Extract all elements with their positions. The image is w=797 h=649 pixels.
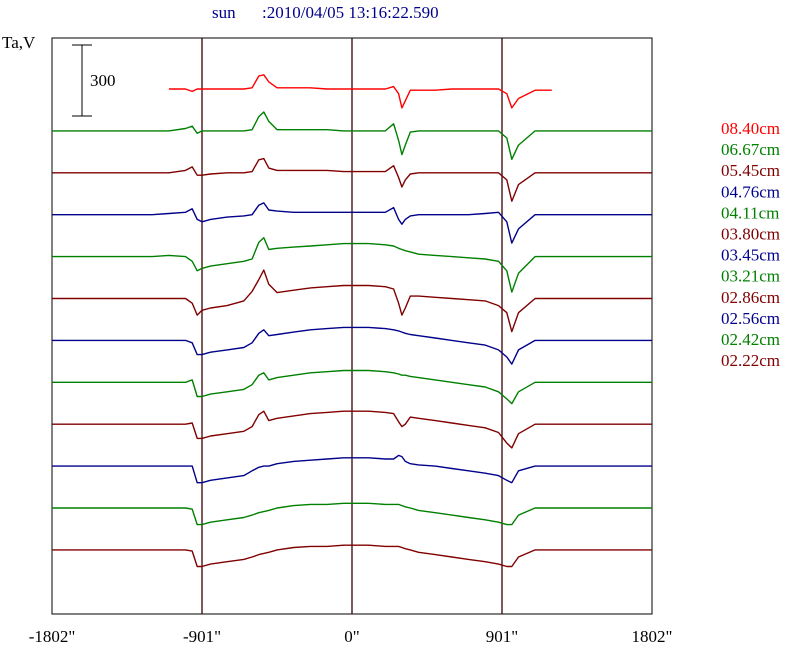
y-axis-label: Ta,V <box>2 33 36 52</box>
trace-04.76cm <box>52 202 652 244</box>
header-timestamp: :2010/04/05 13:16:22.590 <box>262 3 439 22</box>
legend: 08.40cm 06.67cm 05.45cm 04.76cm 04.11cm 03.80… <box>721 119 780 370</box>
x-tick-label: -901" <box>183 627 221 646</box>
x-tick-label: 901" <box>486 627 518 646</box>
legend-entry: 03.21cm <box>721 267 780 286</box>
legend-entry: 06.67cm <box>721 140 780 159</box>
trace-02.86cm <box>52 410 652 449</box>
scale-bar-label: 300 <box>90 71 116 90</box>
trace-06.67cm <box>52 111 652 160</box>
trace-03.21cm <box>52 369 652 405</box>
trace-04.11cm <box>52 237 652 293</box>
x-tick-labels: -1802" -901" 0" 901" 1802" <box>29 627 673 646</box>
legend-entry: 04.76cm <box>721 182 780 201</box>
trace-05.45cm <box>52 157 652 202</box>
legend-entry: 02.86cm <box>721 288 780 307</box>
trace-02.22cm <box>52 544 652 568</box>
trace-02.56cm <box>52 454 652 484</box>
x-tick-label: 0" <box>344 627 359 646</box>
header-object-label: sun <box>212 3 236 22</box>
x-tick-label: 1802" <box>632 627 673 646</box>
trace-08.40cm <box>168 74 552 109</box>
trace-02.42cm <box>52 502 652 526</box>
legend-entry: 02.42cm <box>721 330 780 349</box>
vertical-reference-lines <box>201 38 503 614</box>
legend-entry: 03.80cm <box>721 225 780 244</box>
legend-entry: 04.11cm <box>721 203 779 222</box>
legend-entry: 02.56cm <box>721 309 780 328</box>
legend-entry: 03.45cm <box>721 246 780 265</box>
trace-03.80cm <box>52 269 652 333</box>
traces <box>52 74 652 568</box>
scale-bar: 300 <box>72 44 116 117</box>
legend-entry: 08.40cm <box>721 119 780 138</box>
x-tick-label: -1802" <box>29 627 76 646</box>
legend-entry: 05.45cm <box>721 161 780 180</box>
trace-03.45cm <box>52 326 652 365</box>
legend-entry: 02.22cm <box>721 351 780 370</box>
